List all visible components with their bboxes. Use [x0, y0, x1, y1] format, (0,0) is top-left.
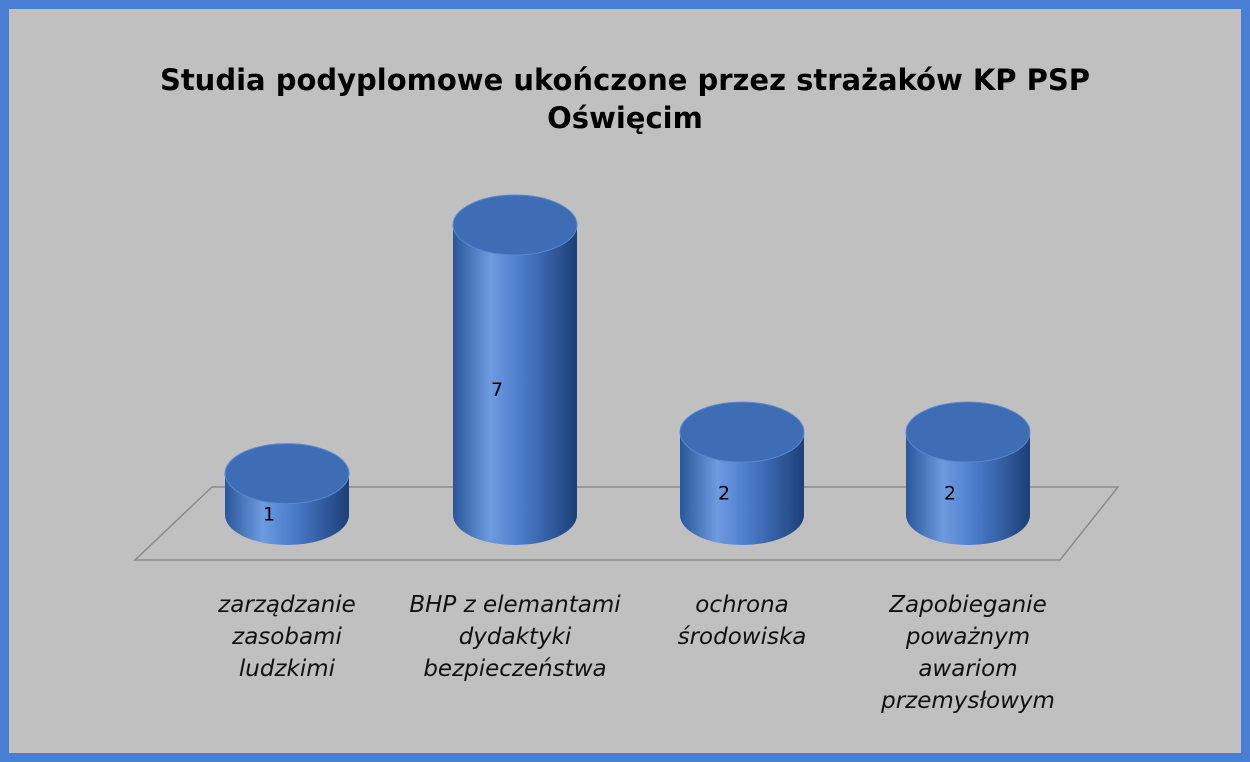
cylinder-body [680, 432, 804, 545]
category-label: Zapobieganie poważnym awariom przemysłow… [881, 592, 1055, 714]
value-label: 7 [491, 379, 503, 401]
cylinder-top [224, 443, 350, 505]
cylinder-body [453, 225, 577, 545]
cylinder-top [452, 194, 578, 256]
category-label: BHP z elemantami dydaktyki bezpieczeństw… [409, 592, 621, 682]
cylinder-top [905, 401, 1031, 463]
category-label: ochrona środowiska [677, 592, 807, 650]
value-label: 2 [718, 483, 730, 505]
floor [133, 486, 1120, 561]
category-label: zarządzanie zasobami ludzkimi [218, 592, 356, 682]
chart-title: Studia podyplomowe ukończone przez straż… [159, 63, 1091, 135]
value-label: 1 [263, 503, 275, 525]
value-label: 2 [944, 483, 956, 505]
cylinder-top [679, 401, 805, 463]
cylinder-body [906, 432, 1030, 545]
